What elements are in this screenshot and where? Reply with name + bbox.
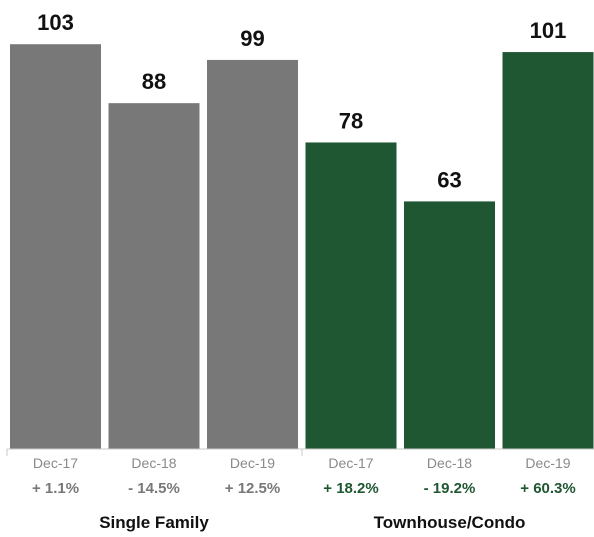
x-tick-label: Dec-17 bbox=[328, 455, 373, 471]
x-tick-label: Dec-18 bbox=[131, 455, 176, 471]
x-tick-label: Dec-19 bbox=[525, 455, 570, 471]
bar-value-label: 103 bbox=[37, 10, 74, 35]
bar-dec-19-group-0 bbox=[207, 59, 298, 450]
change-percent-label: + 18.2% bbox=[323, 480, 378, 497]
bar-dec-18-group-1 bbox=[404, 201, 495, 449]
bar-value-label: 101 bbox=[530, 18, 567, 43]
bars-layer bbox=[10, 44, 594, 450]
change-percent-label: - 19.2% bbox=[424, 480, 476, 497]
x-tick-label: Dec-17 bbox=[33, 455, 78, 471]
change-percent-label: + 1.1% bbox=[32, 480, 79, 497]
change-percent-label: + 60.3% bbox=[520, 480, 575, 497]
value-labels-layer: 103 88 99 78 63 101 bbox=[37, 10, 566, 192]
change-percent-label: + 12.5% bbox=[225, 480, 280, 497]
bar-dec-18-group-0 bbox=[108, 103, 200, 449]
x-axis-ticks bbox=[6, 449, 303, 456]
bar-value-label: 88 bbox=[142, 69, 166, 94]
bar-dec-17-group-0 bbox=[10, 44, 101, 450]
bar-dec-19-group-1 bbox=[502, 52, 594, 449]
change-percent-label: - 14.5% bbox=[128, 480, 180, 497]
bar-value-label: 99 bbox=[240, 26, 264, 51]
bar-value-label: 78 bbox=[339, 108, 363, 133]
bar-dec-17-group-1 bbox=[305, 142, 397, 449]
x-axis-labels-layer: Dec-17 + 1.1% Dec-18 - 14.5% Dec-19 + 12.5% De… bbox=[32, 455, 576, 497]
group-labels-layer: Single Family Townhouse/Condo bbox=[99, 513, 525, 532]
bar-value-label: 63 bbox=[437, 167, 461, 192]
x-tick-label: Dec-19 bbox=[230, 455, 275, 471]
group-label: Townhouse/Condo bbox=[374, 513, 526, 532]
group-label: Single Family bbox=[99, 513, 209, 532]
x-tick-label: Dec-18 bbox=[427, 455, 472, 471]
